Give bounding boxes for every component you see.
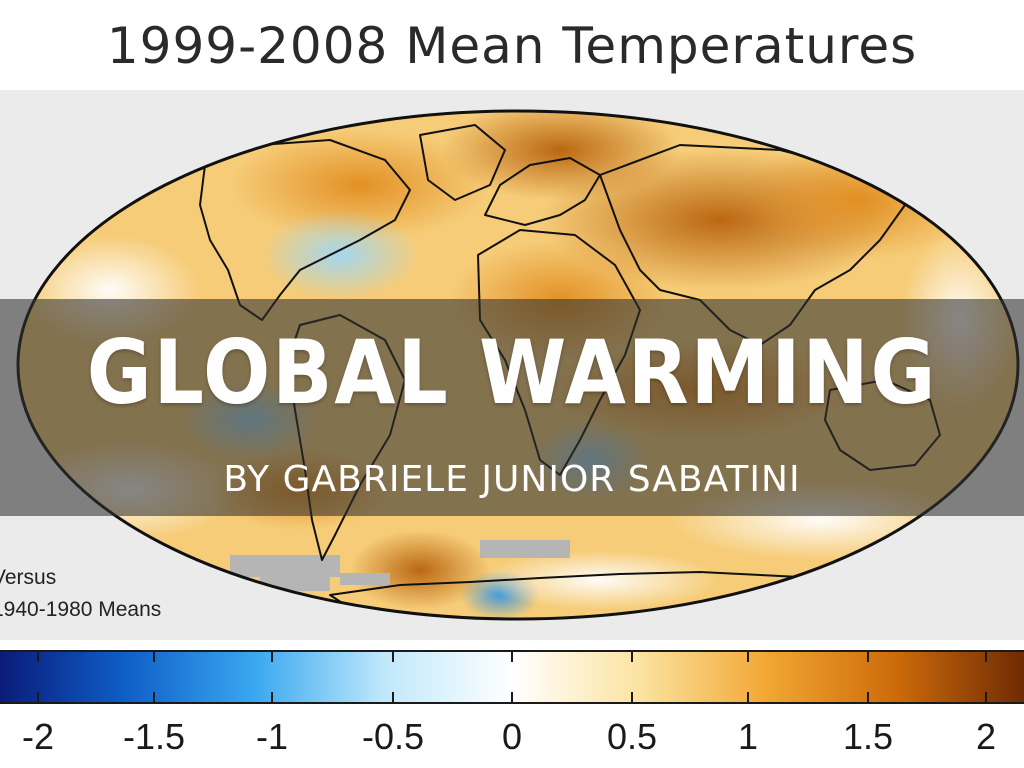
colorbar-tick-label: -0.5 bbox=[361, 716, 425, 757]
colorbar-tick-mark bbox=[153, 650, 155, 662]
colorbar-tick-mark bbox=[271, 650, 273, 662]
colorbar-tick-label: 1 bbox=[737, 716, 759, 757]
colorbar-legend: -2 -1.5 -1 -0.5 0 0.5 1 1.5 2 bbox=[0, 640, 1024, 768]
title-banner bbox=[0, 299, 1024, 516]
colorbar-tick-mark bbox=[867, 650, 869, 662]
colorbar-tick-label: -1 bbox=[255, 716, 289, 757]
greenland-outline bbox=[419, 124, 506, 201]
colorbar-tick-mark bbox=[985, 692, 987, 704]
colorbar-tick-mark bbox=[37, 650, 39, 662]
colorbar-tick-label: -2 bbox=[21, 716, 55, 757]
caption-versus: Versus bbox=[0, 566, 57, 589]
colorbar-tick-mark bbox=[747, 650, 749, 662]
presentation-title: GLOBAL WARMING bbox=[86, 321, 938, 424]
north-america-outline bbox=[199, 139, 411, 321]
colorbar-tick-mark bbox=[511, 650, 513, 662]
colorbar-tick-mark bbox=[631, 650, 633, 662]
colorbar-tick-mark bbox=[271, 692, 273, 704]
map-title: 1999-2008 Mean Temperatures bbox=[0, 0, 1024, 90]
colorbar-tick-mark bbox=[511, 692, 513, 704]
colorbar-tick-mark bbox=[747, 692, 749, 704]
colorbar-tick-mark bbox=[985, 650, 987, 662]
colorbar-tick-label: 1.5 bbox=[842, 716, 894, 757]
colorbar-tick-label: 0 bbox=[501, 716, 523, 757]
colorbar-tick-label: 0.5 bbox=[606, 716, 658, 757]
presentation-subtitle: BY GABRIELE JUNIOR SABATINI bbox=[223, 459, 801, 500]
colorbar-tick-mark bbox=[867, 692, 869, 704]
colorbar-tick-label: 2 bbox=[975, 716, 997, 757]
colorbar-tick-mark bbox=[392, 692, 394, 704]
colorbar-tick-mark bbox=[153, 692, 155, 704]
colorbar-tick-mark bbox=[37, 692, 39, 704]
colorbar-tick-label: -1.5 bbox=[122, 716, 186, 757]
colorbar-tick-mark bbox=[631, 692, 633, 704]
caption-baseline: 1940-1980 Means bbox=[0, 598, 162, 621]
colorbar-tick-mark bbox=[392, 650, 394, 662]
